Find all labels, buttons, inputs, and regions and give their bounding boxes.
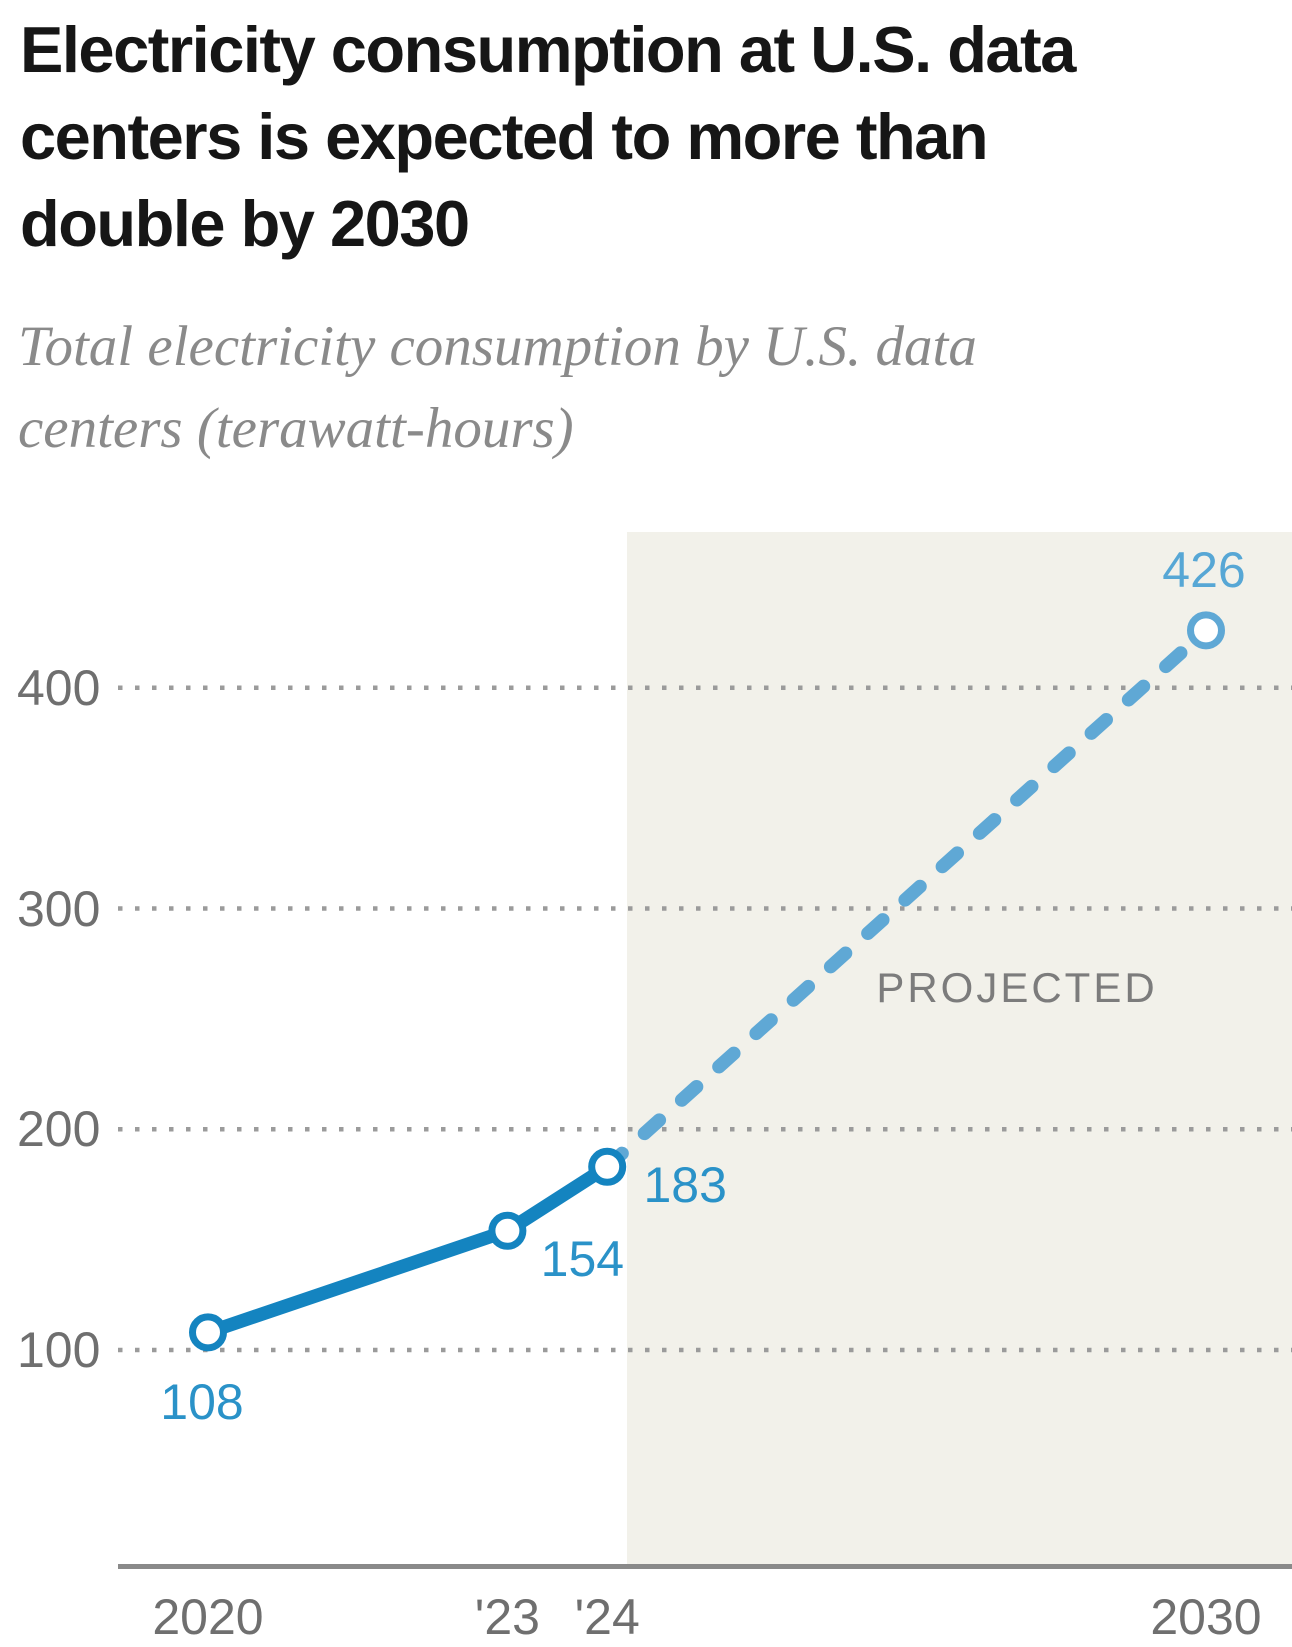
y-axis-tick-label: 300 — [17, 880, 101, 937]
data-point-label: 154 — [540, 1230, 625, 1287]
chart-title-line-3: double by 2030 — [20, 187, 470, 260]
data-point-label: 183 — [643, 1156, 727, 1213]
x-axis-line — [118, 1564, 1292, 1569]
chart-subtitle-line-2: centers (terawatt-hours) — [18, 397, 574, 460]
y-axis-tick-label: 100 — [17, 1322, 101, 1378]
data-point-marker — [488, 1211, 527, 1250]
chart-title-line-2: centers is expected to more than — [20, 100, 989, 173]
projection-shaded-region — [627, 532, 1292, 1565]
y-axis-tick-label: 400 — [17, 659, 101, 716]
chart-title-line-1: Electricity consumption at U.S. data — [20, 13, 1076, 86]
chart-title: Electricity consumption at U.S. data cen… — [20, 6, 1270, 267]
data-point-marker — [588, 1147, 627, 1186]
data-point-marker — [189, 1313, 227, 1352]
x-axis-tick-label: '23 — [474, 1589, 540, 1645]
y-axis-tick-label: 200 — [17, 1101, 101, 1158]
chart-subtitle-line-1: Total electricity consumption by U.S. da… — [18, 315, 977, 378]
x-axis-tick-label: 2030 — [1150, 1589, 1262, 1645]
data-point-label: 108 — [160, 1374, 244, 1431]
chart-subtitle: Total electricity consumption by U.S. da… — [18, 306, 1268, 470]
x-axis-tick-label: '24 — [574, 1589, 640, 1645]
data-point-label: 426 — [1162, 542, 1246, 599]
projected-annotation: PROJECTED — [876, 964, 1158, 1011]
x-axis-tick-label: 2020 — [152, 1589, 264, 1645]
